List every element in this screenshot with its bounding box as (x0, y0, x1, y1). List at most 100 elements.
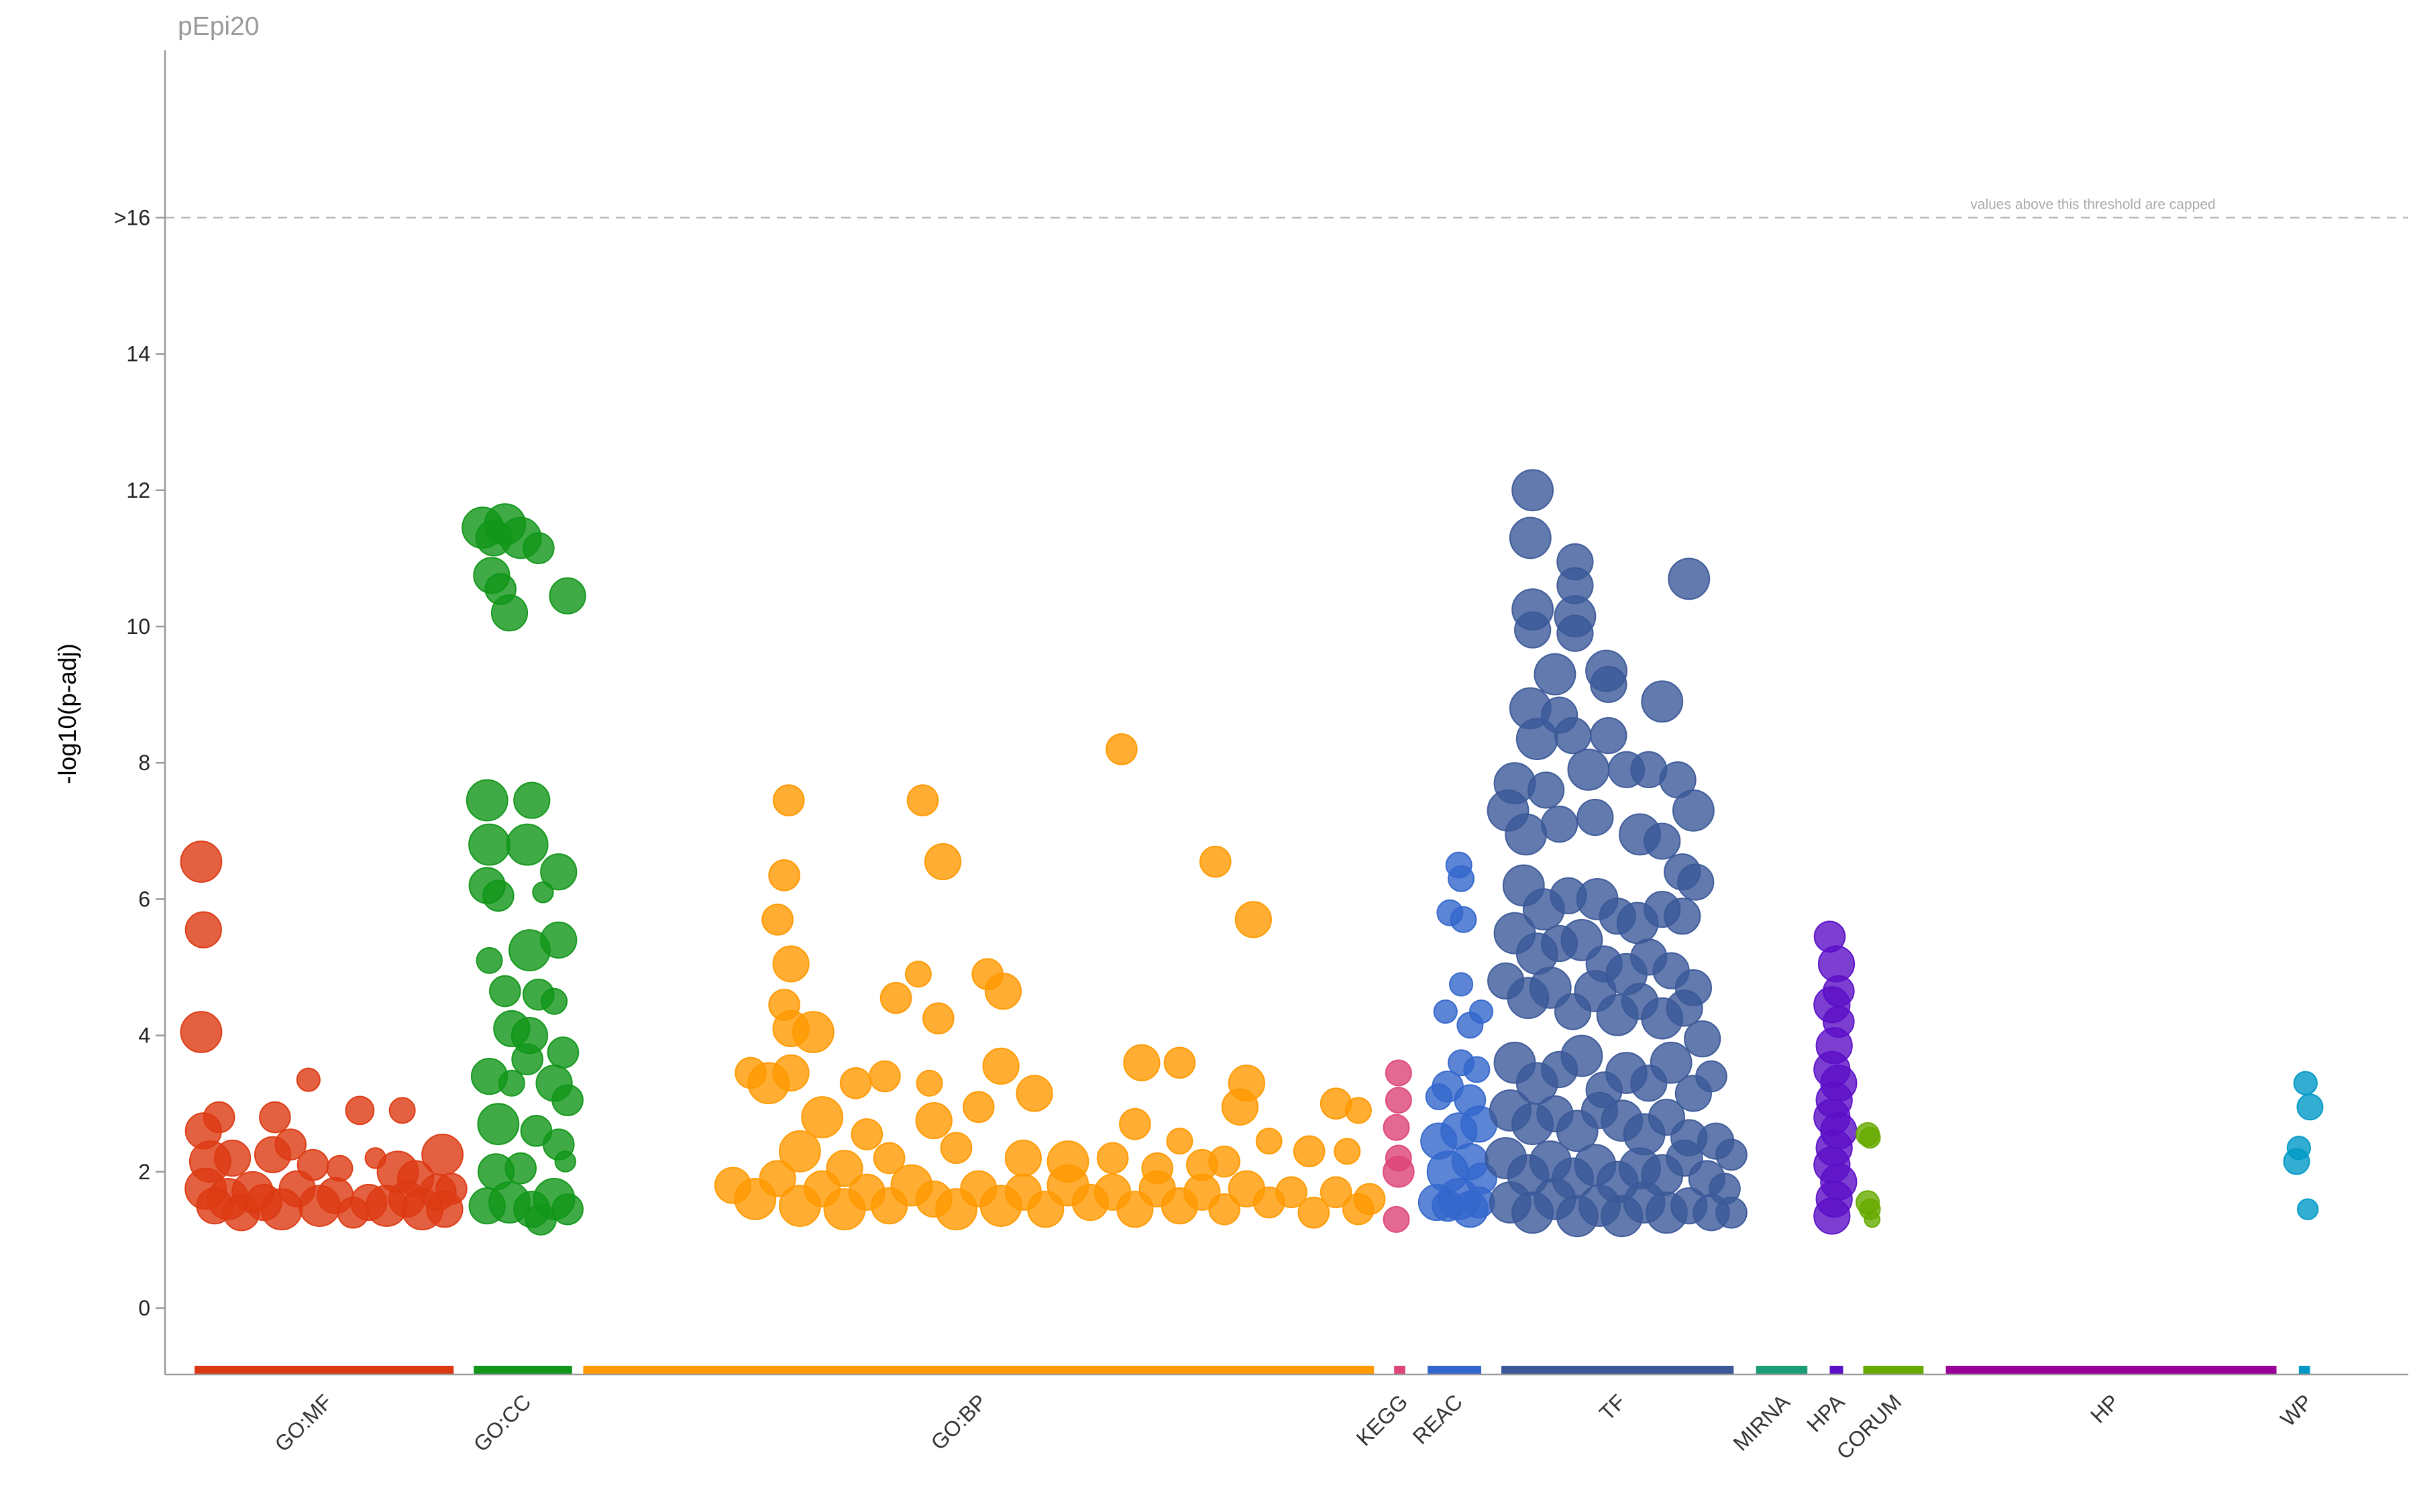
data-point[interactable] (1450, 906, 1477, 933)
data-point[interactable] (547, 1036, 580, 1069)
data-point[interactable] (1016, 1075, 1053, 1112)
data-point[interactable] (2296, 1093, 2324, 1121)
data-point[interactable] (1695, 1060, 1727, 1093)
data-point[interactable] (554, 1150, 576, 1173)
data-point[interactable] (963, 1091, 995, 1124)
data-point[interactable] (476, 947, 503, 974)
data-point[interactable] (1590, 665, 1627, 703)
data-point[interactable] (532, 881, 554, 904)
data-point[interactable] (1383, 1156, 1415, 1188)
data-point[interactable] (772, 784, 805, 816)
data-point[interactable] (1672, 789, 1715, 832)
data-point[interactable] (1666, 989, 1703, 1027)
data-point[interactable] (1297, 1196, 1330, 1229)
data-point[interactable] (1463, 1056, 1491, 1083)
data-point[interactable] (466, 779, 508, 822)
data-point[interactable] (1385, 1059, 1412, 1087)
data-point[interactable] (1641, 680, 1684, 723)
data-point[interactable] (2296, 1198, 2319, 1220)
data-point[interactable] (540, 921, 578, 959)
data-point[interactable] (213, 1139, 252, 1177)
data-point[interactable] (551, 1193, 584, 1226)
data-point[interactable] (513, 781, 551, 819)
data-point[interactable] (759, 1160, 796, 1197)
data-point[interactable] (1119, 1108, 1151, 1140)
data-point[interactable] (525, 1203, 557, 1236)
data-point[interactable] (1383, 1205, 1410, 1233)
data-point[interactable] (274, 1128, 307, 1160)
data-point[interactable] (1385, 1087, 1412, 1114)
data-point[interactable] (922, 1002, 955, 1034)
data-point[interactable] (1677, 863, 1715, 901)
data-point[interactable] (2283, 1148, 2310, 1175)
data-point[interactable] (801, 1096, 844, 1138)
data-point[interactable] (504, 1152, 537, 1185)
data-point[interactable] (1644, 822, 1681, 860)
data-point[interactable] (1509, 517, 1552, 559)
data-point[interactable] (1234, 901, 1272, 938)
data-point[interactable] (477, 1103, 520, 1146)
data-point[interactable] (984, 972, 1022, 1010)
data-point[interactable] (1334, 1138, 1361, 1165)
data-point[interactable] (1664, 898, 1701, 935)
data-point[interactable] (916, 1069, 943, 1097)
data-point[interactable] (904, 961, 932, 988)
data-point[interactable] (482, 879, 515, 912)
data-point[interactable] (541, 987, 568, 1015)
data-point[interactable] (851, 1118, 883, 1150)
data-point[interactable] (772, 1010, 810, 1048)
data-point[interactable] (1864, 1211, 1881, 1228)
data-point[interactable] (345, 1095, 375, 1126)
data-point[interactable] (1004, 1139, 1042, 1177)
data-point[interactable] (540, 853, 578, 891)
data-point[interactable] (1541, 806, 1578, 843)
data-point[interactable] (768, 859, 800, 892)
data-point[interactable] (1514, 611, 1552, 649)
data-point[interactable] (1163, 1046, 1196, 1079)
data-point[interactable] (1199, 845, 1232, 878)
data-point[interactable] (1715, 1138, 1748, 1171)
data-point[interactable] (1650, 1041, 1693, 1084)
data-point[interactable] (435, 1173, 468, 1205)
data-point[interactable] (1208, 1145, 1240, 1178)
data-point[interactable] (1320, 1176, 1352, 1209)
data-point[interactable] (468, 823, 511, 866)
data-point[interactable] (873, 1142, 906, 1175)
data-point[interactable] (1560, 1034, 1603, 1077)
data-point[interactable] (326, 1154, 354, 1182)
data-point[interactable] (1293, 1135, 1326, 1168)
data-point[interactable] (940, 1132, 973, 1165)
data-point[interactable] (915, 1102, 953, 1140)
data-point[interactable] (779, 1130, 821, 1173)
data-point[interactable] (259, 1101, 291, 1134)
data-point[interactable] (1715, 1196, 1748, 1229)
data-point[interactable] (924, 843, 962, 881)
data-point[interactable] (1255, 1128, 1283, 1155)
data-point[interactable] (184, 911, 222, 949)
data-point[interactable] (1554, 716, 1592, 755)
data-point[interactable] (1456, 1012, 1484, 1039)
data-point[interactable] (1668, 557, 1711, 600)
data-point[interactable] (388, 1097, 416, 1124)
data-point[interactable] (772, 1054, 810, 1092)
data-point[interactable] (180, 1011, 223, 1053)
data-point[interactable] (982, 1047, 1020, 1085)
data-point[interactable] (1505, 813, 1548, 856)
data-point[interactable] (1684, 1020, 1721, 1058)
data-point[interactable] (296, 1067, 321, 1092)
data-point[interactable] (490, 594, 529, 632)
data-point[interactable] (489, 975, 521, 1008)
data-point[interactable] (1221, 1088, 1259, 1126)
data-point[interactable] (1106, 733, 1138, 765)
data-point[interactable] (1511, 469, 1554, 512)
data-point[interactable] (1448, 865, 1475, 892)
data-point[interactable] (1527, 771, 1565, 809)
data-point[interactable] (1556, 614, 1594, 652)
data-point[interactable] (511, 1043, 543, 1075)
data-point[interactable] (906, 784, 939, 816)
data-point[interactable] (180, 841, 223, 883)
data-point[interactable] (1353, 1183, 1386, 1216)
data-point[interactable] (1383, 1114, 1410, 1141)
data-point[interactable] (1576, 798, 1614, 836)
data-point[interactable] (203, 1101, 235, 1134)
